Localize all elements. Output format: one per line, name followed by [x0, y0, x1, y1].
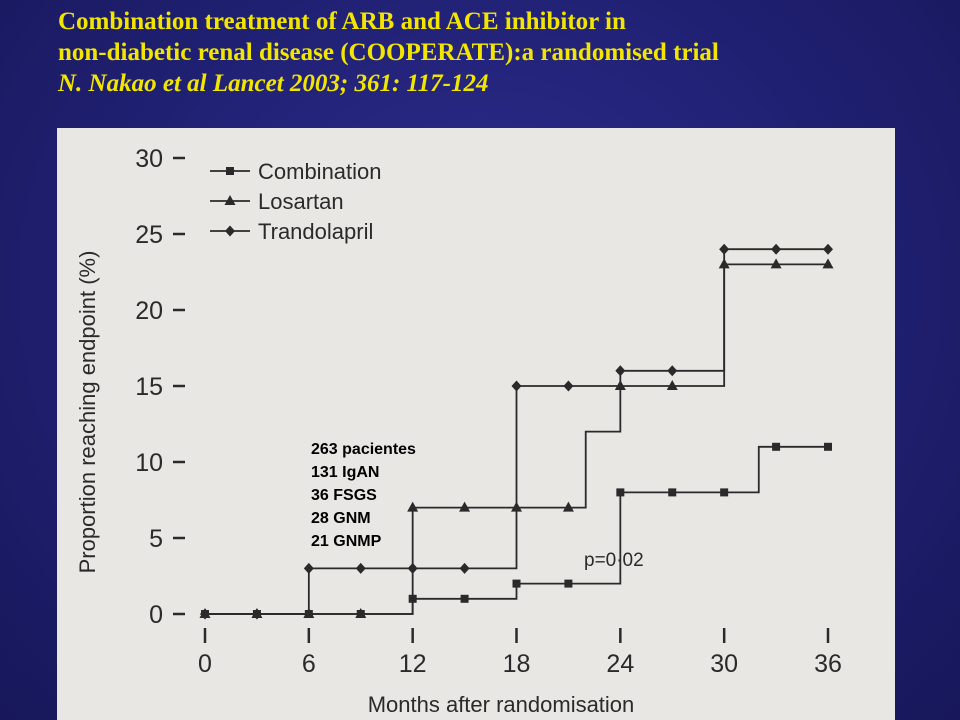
square-marker	[824, 442, 832, 451]
chart-panel: 0 5 10 15 20 25 30 0 6 12 18 24 30 36 Combination Losa…	[57, 128, 895, 720]
legend-entry: Combination	[210, 159, 382, 184]
y-tick-label: 10	[135, 449, 163, 477]
triangle-marker	[666, 380, 678, 390]
triangle-marker	[355, 608, 367, 618]
diamond-marker	[200, 608, 210, 620]
square-marker	[668, 488, 677, 497]
annotation-line: 36 FSGS	[311, 487, 377, 504]
x-tick-label: 30	[710, 650, 738, 678]
series-trandolapril	[200, 243, 833, 620]
square-marker	[226, 167, 234, 175]
axis-labels: Proportion reaching endpoint (%) Months …	[75, 251, 644, 717]
square-marker	[772, 442, 781, 451]
diamond-marker	[823, 243, 833, 255]
square-marker	[564, 579, 573, 588]
triangle-marker	[770, 258, 782, 269]
slide-title: Combination treatment of ARB and ACE inh…	[58, 6, 948, 99]
diamond-marker	[251, 608, 262, 620]
x-tick-label: 12	[399, 650, 427, 678]
square-marker	[720, 488, 729, 497]
y-tick-label: 25	[135, 221, 163, 249]
diamond-marker	[225, 225, 235, 237]
legend-entry: Trandolapril	[210, 219, 373, 244]
y-tick-label: 0	[149, 601, 163, 629]
x-tick-label: 24	[606, 650, 634, 678]
series-lines	[199, 243, 834, 620]
patients-annotation: 263 pacientes 131 IgAN 36 FSGS 28 GNM 21…	[311, 438, 416, 553]
triangle-marker	[407, 501, 419, 512]
annotation-line: 28 GNM	[311, 510, 371, 527]
annotation-line: 131 IgAN	[311, 464, 380, 481]
triangle-marker	[224, 195, 236, 205]
diamond-marker	[563, 380, 574, 392]
x-tick-label: 18	[503, 650, 531, 678]
y-axis-label: Proportion reaching endpoint (%)	[75, 251, 100, 574]
legend-label: Losartan	[258, 189, 344, 214]
series-line	[205, 248, 828, 615]
title-line-1: Combination treatment of ARB and ACE inh…	[58, 8, 626, 35]
square-marker	[512, 579, 521, 588]
axes: 0 5 10 15 20 25 30 0 6 12 18 24 30 36	[135, 145, 842, 678]
legend: Combination Losartan Trandolapril	[210, 159, 382, 244]
diamond-marker	[407, 562, 418, 574]
triangle-marker	[562, 501, 574, 512]
annotation-line: 263 pacientes	[311, 441, 416, 458]
x-tick-label: 0	[198, 650, 212, 678]
legend-label: Trandolapril	[258, 219, 373, 244]
diamond-marker	[719, 243, 730, 255]
diamond-marker	[459, 562, 470, 574]
diamond-marker	[667, 365, 678, 377]
title-line-2: non-diabetic renal disease (COOPERATE):a…	[58, 39, 719, 66]
diamond-marker	[303, 562, 314, 574]
annotation-line: 21 GNMP	[311, 533, 382, 550]
y-tick-label: 5	[149, 525, 163, 553]
triangle-marker	[459, 501, 471, 512]
triangle-marker	[822, 258, 834, 269]
square-marker	[616, 488, 625, 497]
y-tick-label: 20	[135, 297, 163, 325]
citation: N. Nakao et al Lancet 2003; 361: 117-124	[58, 70, 489, 97]
diamond-marker	[771, 243, 782, 255]
x-tick-label: 6	[302, 650, 316, 678]
diamond-marker	[355, 562, 366, 574]
square-marker	[460, 594, 469, 603]
y-tick-label: 30	[135, 145, 163, 173]
p-value-annotation: p=0·02	[584, 550, 644, 571]
legend-entry: Losartan	[210, 189, 344, 214]
legend-label: Combination	[258, 159, 382, 184]
x-axis-label: Months after randomisation	[368, 692, 635, 717]
y-tick-label: 15	[135, 373, 163, 401]
x-tick-label: 36	[814, 650, 842, 678]
step-chart: 0 5 10 15 20 25 30 0 6 12 18 24 30 36 Combination Losa…	[75, 145, 842, 717]
diamond-marker	[615, 365, 626, 377]
diamond-marker	[511, 380, 522, 392]
